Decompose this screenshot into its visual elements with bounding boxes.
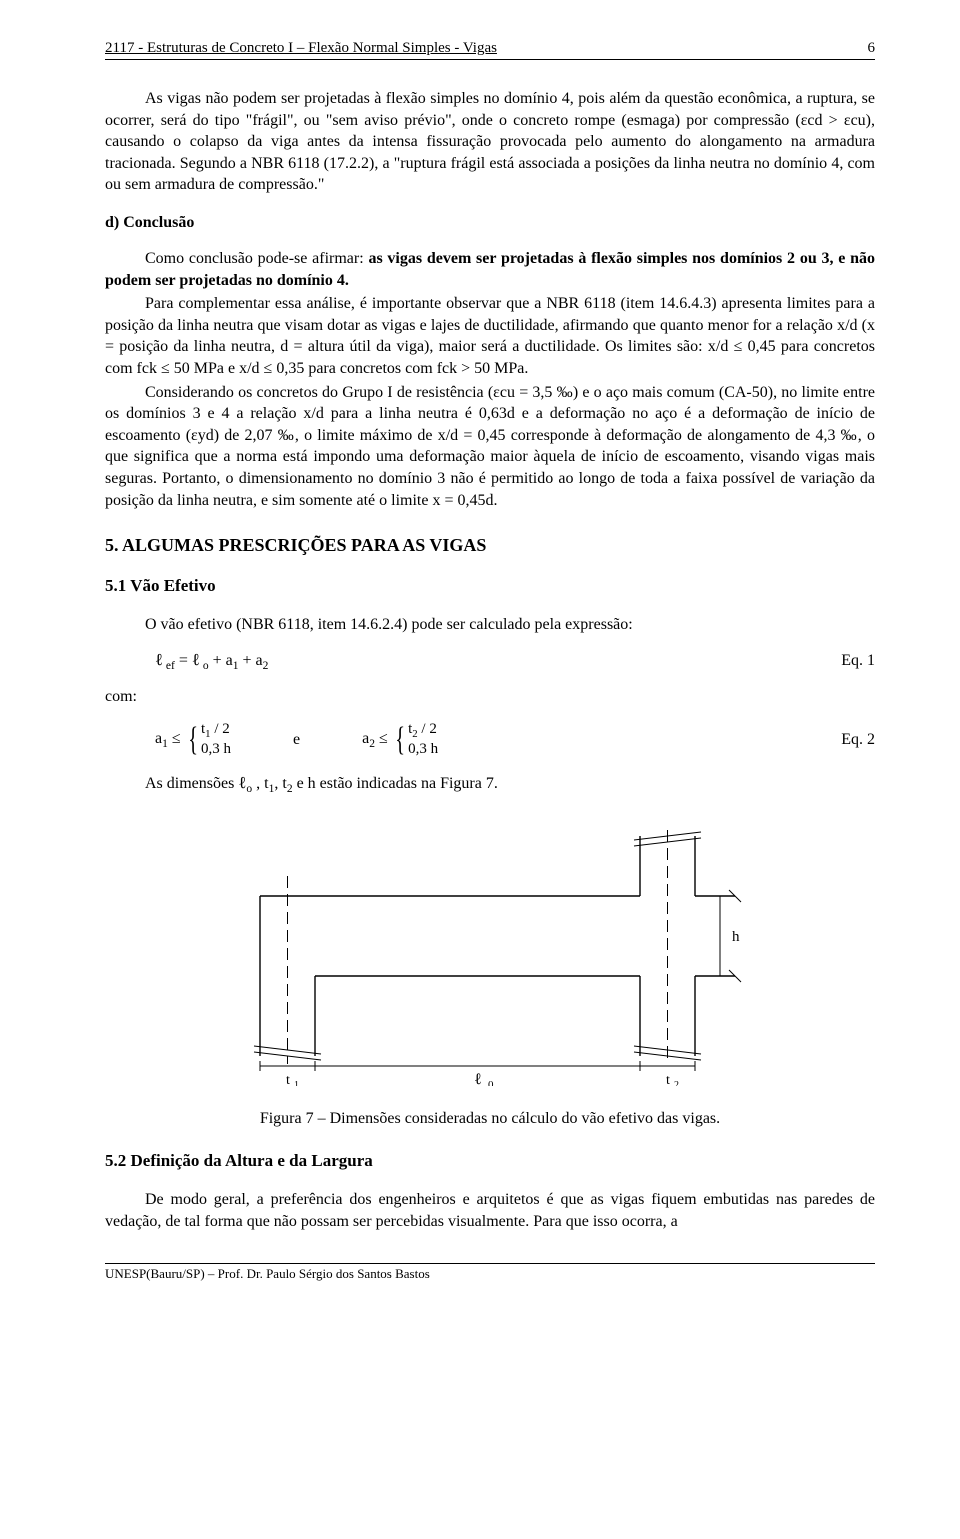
svg-text:0: 0 <box>488 1079 494 1086</box>
header-title: 2117 - Estruturas de Concreto I – Flexão… <box>105 40 497 57</box>
svg-text:t: t <box>286 1073 290 1086</box>
svg-text:t: t <box>666 1073 670 1086</box>
para2-a: Como conclusão pode-se afirmar: <box>145 250 368 267</box>
svg-text:h: h <box>732 929 740 945</box>
paragraph-5-1: O vão efetivo (NBR 6118, item 14.6.2.4) … <box>105 614 875 636</box>
paragraph-conclusion-1: Como conclusão pode-se afirmar: as vigas… <box>105 248 875 291</box>
paragraph-5-2: De modo geral, a preferência dos engenhe… <box>105 1189 875 1232</box>
paragraph-intro: As vigas não podem ser projetadas à flex… <box>105 88 875 196</box>
equation-1-row: ℓ ef = ℓ o + a1 + a2 Eq. 1 <box>105 650 875 672</box>
equation-1-label: Eq. 1 <box>841 652 875 670</box>
com-label: com: <box>105 686 875 708</box>
eq2-a2: a2 ≤ { t2 / 20,3 h <box>362 721 438 758</box>
dims-sentence: As dimensões ℓo , t1, t2 e h estão indic… <box>105 772 875 798</box>
figure-7-svg: ht1ℓ0t2 <box>210 826 770 1086</box>
section-5-title: 5. ALGUMAS PRESCRIÇÕES PARA AS VIGAS <box>105 535 875 556</box>
section-5-2-title: 5.2 Definição da Altura e da Largura <box>105 1151 875 1171</box>
eq2-a1: a1 ≤ { t1 / 20,3 h <box>155 721 231 758</box>
eq2-mid: e <box>253 731 340 749</box>
paragraph-conclusion-2: Para complementar essa análise, é import… <box>105 293 875 379</box>
dims-b: , t1, t2 e h estão indicadas na Figura 7… <box>252 775 498 792</box>
equation-2-body: a1 ≤ { t1 / 20,3 h e a2 ≤ { t2 / 20,3 h <box>105 721 841 758</box>
equation-2-label: Eq. 2 <box>841 731 875 749</box>
paragraph-conclusion-3: Considerando os concretos do Grupo I de … <box>105 382 875 512</box>
equation-1-body: ℓ ef = ℓ o + a1 + a2 <box>105 650 841 672</box>
figure-7-caption: Figura 7 – Dimensões consideradas no cál… <box>105 1108 875 1130</box>
conclusion-label: d) Conclusão <box>105 214 875 232</box>
page-header: 2117 - Estruturas de Concreto I – Flexão… <box>105 40 875 60</box>
page-number: 6 <box>868 40 876 57</box>
section-5-1-title: 5.1 Vão Efetivo <box>105 576 875 596</box>
svg-text:1: 1 <box>294 1080 299 1086</box>
equation-2-row: a1 ≤ { t1 / 20,3 h e a2 ≤ { t2 / 20,3 h … <box>105 721 875 758</box>
svg-text:2: 2 <box>674 1080 679 1086</box>
dims-a: As dimensões <box>145 775 238 792</box>
page-footer: UNESP(Bauru/SP) – Prof. Dr. Paulo Sérgio… <box>105 1263 875 1282</box>
figure-7: ht1ℓ0t2 <box>105 826 875 1086</box>
svg-text:ℓ: ℓ <box>474 1071 482 1086</box>
